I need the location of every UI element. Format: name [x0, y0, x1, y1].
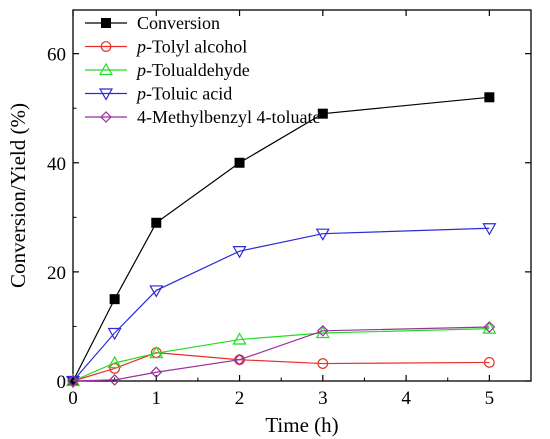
data-point — [484, 92, 495, 103]
legend-marker — [100, 41, 112, 52]
legend-label-text: -Tolualdehyde — [146, 60, 250, 80]
plot-frame — [72, 9, 532, 382]
series-line — [72, 96, 490, 382]
y-tick-label: 20 — [47, 263, 66, 284]
legend-entry: p-Tolualdehyde — [85, 60, 250, 80]
data-point — [149, 285, 164, 298]
data-point — [316, 324, 329, 337]
series-layer — [65, 92, 497, 389]
x-tick-label: 0 — [68, 388, 78, 409]
data-point — [107, 327, 122, 341]
legend-label: Conversion — [137, 13, 220, 33]
data-point — [150, 366, 163, 379]
legend-marker — [100, 111, 112, 123]
x-axis-label: Time (h) — [265, 413, 338, 437]
legend-marker — [98, 62, 114, 76]
legend-entry: 4-Methylbenzyl 4-toluate — [85, 107, 320, 127]
data-point — [107, 355, 122, 369]
legend-label-italic: p — [135, 60, 146, 80]
y-axis-label: Conversion/Yield (%) — [6, 103, 30, 288]
x-tick-label: 2 — [235, 388, 245, 409]
data-point — [317, 108, 328, 119]
data-point — [482, 321, 497, 334]
data-point — [149, 345, 164, 359]
series-3 — [65, 321, 497, 387]
data-point — [317, 358, 329, 369]
legend-marker — [98, 88, 114, 101]
legend-label-text: -Toluic acid — [146, 84, 232, 104]
y-tick-label: 40 — [47, 154, 66, 175]
x-tick-label: 5 — [485, 388, 495, 409]
x-tick-label: 4 — [401, 388, 411, 409]
legend-entry: p-Tolyl alcohol — [85, 37, 247, 57]
data-point — [151, 217, 162, 228]
legend-label: p-Tolyl alcohol — [135, 37, 247, 57]
legend-label-italic: p — [135, 37, 146, 57]
data-point — [482, 223, 497, 236]
x-tick-label: 1 — [152, 388, 162, 409]
data-point — [109, 363, 121, 374]
data-point — [233, 353, 246, 366]
legend-entry: p-Toluic acid — [85, 84, 232, 104]
data-point — [315, 228, 330, 241]
legend-label: p-Toluic acid — [135, 84, 232, 104]
series-5 — [67, 321, 496, 387]
series-line — [72, 326, 490, 382]
legend-label-italic: p — [135, 84, 146, 104]
series-4 — [65, 223, 497, 389]
axes: 0 1 2 3 4 5 0 20 40 60 — [47, 9, 532, 409]
legend-label-text: Conversion — [137, 13, 220, 33]
data-point — [483, 321, 496, 333]
data-point — [234, 157, 245, 168]
legend-label-text: -Tolyl alcohol — [146, 37, 247, 57]
data-point — [67, 375, 79, 387]
legend-label: 4-Methylbenzyl 4-toluate — [137, 107, 320, 127]
data-point — [109, 294, 120, 305]
x-tick-label: 3 — [318, 388, 328, 409]
legend-label: p-Tolualdehyde — [135, 60, 250, 80]
legend-marker — [101, 18, 111, 28]
legend-label-text: 4-Methylbenzyl 4-toluate — [137, 107, 320, 127]
series-line — [72, 352, 490, 382]
data-point — [483, 357, 495, 368]
data-point — [232, 246, 247, 259]
series-line — [72, 227, 490, 382]
data-point — [232, 332, 247, 345]
y-tick-label: 0 — [57, 372, 67, 393]
series-1 — [68, 92, 495, 386]
series-line — [72, 328, 490, 382]
data-point — [108, 374, 121, 386]
legend-entry: Conversion — [85, 13, 220, 33]
y-tick-label: 60 — [47, 45, 66, 66]
